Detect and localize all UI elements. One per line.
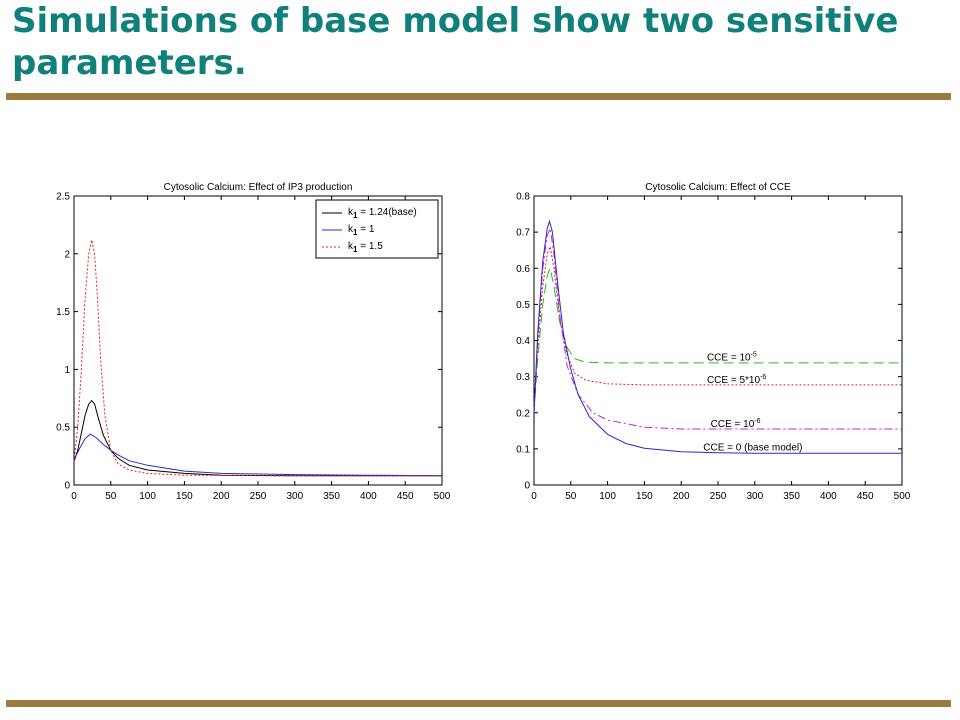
y-tick-label: 1 bbox=[64, 365, 70, 376]
y-tick-label: 0 bbox=[64, 481, 70, 492]
x-tick-label: 450 bbox=[857, 491, 874, 502]
x-tick-label: 300 bbox=[746, 491, 763, 502]
legend-label: k1 = 1.24(base) bbox=[348, 207, 417, 220]
plot-frame bbox=[533, 195, 903, 486]
x-tick-label: 50 bbox=[565, 491, 577, 502]
series-line-1 bbox=[73, 399, 442, 477]
legend-box bbox=[315, 199, 439, 259]
legend-label: k1 = 1.5 bbox=[348, 241, 383, 254]
x-tick-label: 500 bbox=[894, 491, 911, 502]
bottom-divider bbox=[6, 700, 951, 707]
y-tick-label: 0.5 bbox=[516, 300, 530, 311]
y-tick-label: 0.8 bbox=[516, 192, 530, 203]
y-tick-label: 0.2 bbox=[516, 408, 530, 419]
x-tick-label: 350 bbox=[783, 491, 800, 502]
legend-label-part: k bbox=[348, 241, 354, 252]
y-tick-label: 0.7 bbox=[516, 228, 530, 239]
legend-label-part: = 1 bbox=[357, 224, 374, 235]
legend-label-part: k bbox=[348, 207, 354, 218]
legend-label-part: 1 bbox=[353, 211, 358, 220]
y-tick-label: 0.1 bbox=[516, 444, 530, 455]
curve-annotation: CCE = 0 (base model) bbox=[703, 443, 802, 454]
curve-annotation-part: CCE = 0 (base model) bbox=[703, 443, 802, 454]
legend-label-part: 1 bbox=[353, 228, 358, 237]
top-divider bbox=[6, 93, 951, 100]
x-tick-label: 200 bbox=[673, 491, 690, 502]
chart-title: Cytosolic Calcium: Effect of IP3 product… bbox=[164, 182, 353, 193]
x-tick-label: 300 bbox=[286, 491, 303, 502]
curve-annotation-part: CCE = 10 bbox=[707, 352, 751, 363]
y-tick-label: 0.4 bbox=[516, 336, 530, 347]
x-tick-label: 150 bbox=[636, 491, 653, 502]
x-tick-label: 250 bbox=[250, 491, 267, 502]
x-tick-label: 0 bbox=[71, 491, 77, 502]
series-line-4 bbox=[533, 219, 902, 454]
y-tick-label: 0 bbox=[524, 481, 530, 492]
y-tick-label: 0.5 bbox=[56, 423, 70, 434]
y-tick-label: 1.5 bbox=[56, 307, 70, 318]
series-line-3 bbox=[73, 239, 442, 477]
legend-label-part: = 1.24(base) bbox=[357, 207, 416, 218]
x-tick-label: 50 bbox=[105, 491, 117, 502]
chart-ip3-production: Cytosolic Calcium: Effect of IP3 product… bbox=[56, 182, 451, 502]
x-tick-label: 100 bbox=[139, 491, 156, 502]
chart-cce: Cytosolic Calcium: Effect of CCE 0 50 100 15… bbox=[516, 182, 911, 502]
x-tick-label: 0 bbox=[531, 491, 537, 502]
x-tick-label: 100 bbox=[599, 491, 616, 502]
legend-label-part: = 1.5 bbox=[357, 241, 383, 252]
x-tick-label: 450 bbox=[397, 491, 414, 502]
x-tick-label: 400 bbox=[820, 491, 837, 502]
x-tick-label: 400 bbox=[360, 491, 377, 502]
curve-annotation-part: CCE = 10 bbox=[711, 419, 755, 430]
slide-title: Simulations of base model show two sensi… bbox=[12, 1, 899, 83]
curve-annotation-part: -6 bbox=[754, 418, 760, 425]
x-tick-label: 250 bbox=[710, 491, 727, 502]
legend-label-part: k bbox=[348, 224, 354, 235]
series-line-1 bbox=[533, 266, 902, 413]
series-line-2 bbox=[73, 433, 443, 477]
x-tick-label: 150 bbox=[176, 491, 193, 502]
x-tick-label: 500 bbox=[434, 491, 451, 502]
curve-annotation-part: CCE = 5*10 bbox=[707, 375, 761, 386]
chart-title: Cytosolic Calcium: Effect of CCE bbox=[645, 182, 791, 193]
curve-annotation-part: -6 bbox=[760, 374, 766, 381]
curve-annotation-part: -5 bbox=[751, 351, 757, 358]
y-tick-label: 2 bbox=[64, 249, 70, 260]
y-tick-label: 2.5 bbox=[56, 192, 70, 203]
curve-annotation: CCE = 10-6 bbox=[711, 418, 761, 430]
legend-label: k1 = 1 bbox=[348, 224, 375, 237]
x-tick-label: 350 bbox=[323, 491, 340, 502]
x-tick-label: 200 bbox=[213, 491, 230, 502]
y-tick-label: 0.6 bbox=[516, 264, 530, 275]
series-line-3 bbox=[533, 226, 902, 430]
y-tick-label: 0.3 bbox=[516, 372, 530, 383]
series-line-2 bbox=[533, 244, 902, 413]
legend-label-part: 1 bbox=[353, 245, 358, 254]
curve-annotation: CCE = 10-5 bbox=[707, 351, 757, 363]
curve-annotation: CCE = 5*10-6 bbox=[707, 374, 766, 386]
